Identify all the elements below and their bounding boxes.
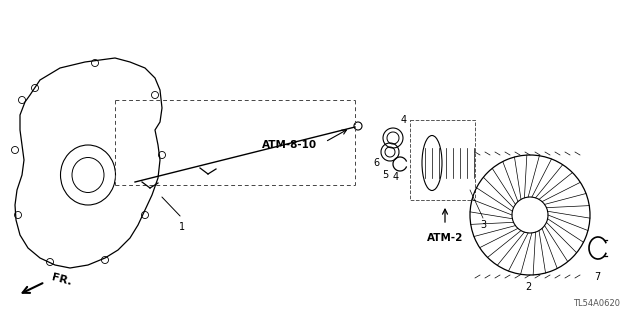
- Text: FR.: FR.: [50, 272, 72, 287]
- Text: 3: 3: [480, 220, 486, 230]
- Text: 4: 4: [401, 115, 407, 125]
- Text: 4: 4: [393, 172, 399, 182]
- Text: ATM-8-10: ATM-8-10: [262, 140, 317, 150]
- Text: 2: 2: [525, 282, 531, 292]
- Text: ATM-2: ATM-2: [427, 233, 463, 243]
- Text: TL54A0620: TL54A0620: [573, 299, 620, 308]
- Text: 6: 6: [373, 158, 379, 168]
- Text: 5: 5: [382, 170, 388, 180]
- Text: 7: 7: [594, 272, 600, 282]
- Text: 1: 1: [179, 222, 185, 232]
